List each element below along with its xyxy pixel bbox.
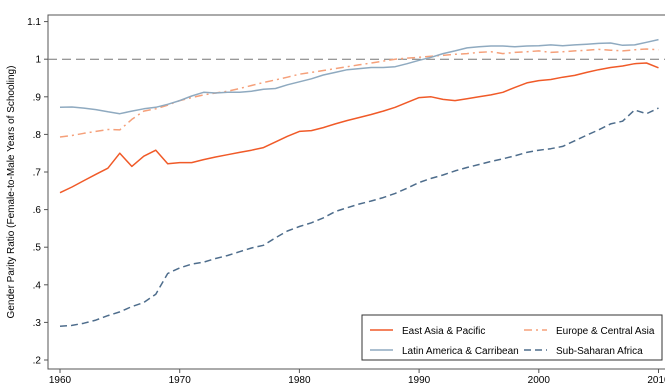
series-line-east-asia-pacific (59, 62, 659, 194)
legend-label: Sub-Saharan Africa (556, 346, 643, 357)
y-tick-label: .9 (33, 92, 42, 103)
x-tick-label: 1990 (408, 375, 431, 386)
plot-area (47, 14, 665, 370)
y-tick-label: .7 (33, 168, 42, 179)
series-line-latin-america-carribean (59, 38, 659, 115)
series-line-sub-saharan-africa (59, 107, 659, 327)
y-tick-label: .6 (33, 205, 42, 216)
x-tick-label: 1960 (49, 375, 72, 386)
series-group (59, 38, 659, 327)
legend-label: East Asia & Pacific (402, 326, 485, 337)
plot-frame (47, 14, 665, 370)
x-tick-label: 2010 (647, 375, 665, 386)
legend: East Asia & Pacific Europe & Central Asi… (361, 314, 663, 361)
y-tick-label: .2 (33, 356, 42, 367)
legend-item-europe-central-asia: Europe & Central Asia (524, 326, 655, 337)
y-tick-label: 1 (35, 55, 41, 66)
legend-label: Latin America & Carribean (402, 346, 519, 357)
legend-label: Europe & Central Asia (556, 326, 655, 337)
y-tick-label: .5 (33, 243, 42, 254)
legend-item-latin-america: Latin America & Carribean (370, 346, 519, 357)
series-line-europe-central-asia (59, 48, 659, 138)
legend-item-east-asia: East Asia & Pacific (370, 326, 485, 337)
y-tick-label: .8 (33, 130, 42, 141)
x-tick-label: 1970 (169, 375, 192, 386)
y-tick-label: 1.1 (27, 17, 41, 28)
y-axis: .2 .3 .4 .5 .6 .7 .8 .9 1 1.1 (27, 17, 48, 367)
y-axis-title: Gender Parity Ratio (Female-to-Male Year… (6, 66, 17, 319)
x-axis: 1960 1970 1980 1990 2000 2010 (49, 369, 665, 386)
y-tick-label: .3 (33, 318, 42, 329)
legend-item-sub-saharan-africa: Sub-Saharan Africa (524, 346, 643, 357)
x-tick-label: 2000 (528, 375, 551, 386)
legend-box (361, 314, 663, 361)
y-tick-label: .4 (33, 280, 42, 291)
x-tick-label: 1980 (288, 375, 311, 386)
